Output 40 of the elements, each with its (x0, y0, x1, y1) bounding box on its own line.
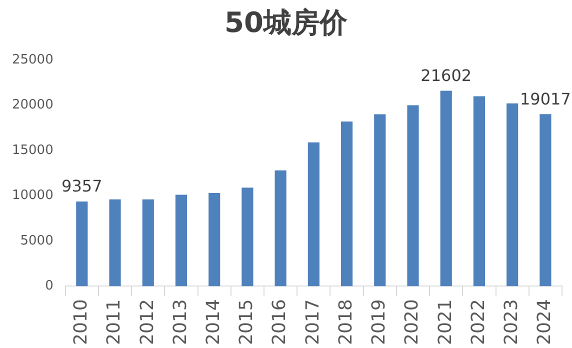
bar (473, 96, 486, 286)
x-tick-label: 2011 (104, 299, 125, 346)
data-label: 9357 (62, 176, 102, 196)
bar (407, 105, 419, 286)
x-tick-label: 2021 (434, 299, 456, 346)
bar (506, 103, 518, 286)
bar (340, 122, 353, 286)
x-tick-label: 2022 (468, 299, 489, 346)
chart-title: 50城房价 (224, 5, 348, 40)
bar (142, 199, 154, 286)
data-label: 19017 (520, 89, 571, 108)
y-tick-label: 0 (45, 278, 54, 294)
data-label: 21602 (420, 66, 472, 85)
x-tick-label: 2023 (501, 299, 522, 346)
bar (374, 114, 386, 286)
y-tick-label: 5000 (20, 233, 54, 248)
x-tick-label: 2012 (136, 299, 158, 346)
x-tick-label: 2024 (534, 299, 556, 346)
x-tick-label: 2014 (203, 299, 224, 346)
bar (242, 188, 254, 286)
y-tick-label: 15000 (12, 142, 54, 158)
y-tick-label: 20000 (12, 98, 54, 113)
x-tick-label: 2017 (302, 299, 324, 346)
bar (208, 193, 220, 286)
y-tick-label: 25000 (12, 52, 54, 68)
x-tick-label: 2020 (402, 299, 423, 346)
bar (175, 194, 188, 286)
bar (109, 199, 121, 286)
x-tick-label: 2016 (269, 299, 290, 346)
bar (308, 142, 320, 286)
bar (76, 202, 88, 286)
x-tick-label: 2015 (236, 299, 258, 346)
x-tick-label: 2019 (368, 299, 390, 346)
y-tick-label: 10000 (12, 188, 54, 204)
bar (440, 90, 452, 286)
bar (540, 114, 552, 286)
bar (274, 170, 286, 286)
x-tick-label: 2018 (335, 299, 356, 346)
x-tick-label: 2010 (70, 299, 92, 346)
x-tick-label: 2013 (170, 299, 191, 346)
